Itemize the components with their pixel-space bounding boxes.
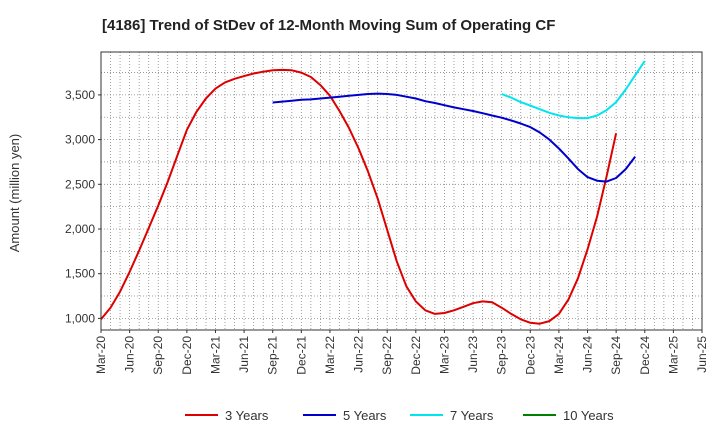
- x-tick-label: Dec-20: [180, 336, 194, 375]
- series-line-5-years: [272, 92, 636, 183]
- x-tick-label: Jun-23: [466, 336, 480, 373]
- x-tick-label: Sep-21: [266, 336, 280, 375]
- chart-title: [4186] Trend of StDev of 12-Month Moving…: [102, 17, 555, 34]
- x-tick-labels: Mar-20 Jun-20 Sep-20 Dec-20 Mar-21 Jun-21 Sep-…: [94, 330, 709, 375]
- x-tick-label: Jun-20: [123, 336, 137, 373]
- y-tick-label: 3,000: [65, 133, 95, 147]
- legend-label: 10 Years: [563, 408, 614, 423]
- grid: [100, 52, 703, 330]
- x-tick-label: Jun-22: [352, 336, 366, 373]
- y-tick-labels: 1,000 1,500 2,000 2,500 3,000 3,500: [65, 88, 101, 325]
- legend: 3 Years 5 Years 7 Years 10 Years: [185, 408, 614, 423]
- legend-label: 3 Years: [225, 408, 269, 423]
- y-tick-label: 2,500: [65, 177, 95, 191]
- series-line-7-years: [501, 60, 646, 120]
- x-tick-label: Dec-22: [409, 336, 423, 375]
- y-tick-label: 1,500: [65, 267, 95, 281]
- x-tick-label: Sep-24: [609, 336, 623, 375]
- x-tick-label: Sep-22: [380, 336, 394, 375]
- plot-frame: [100, 51, 703, 331]
- x-tick-label: Sep-23: [495, 336, 509, 375]
- x-tick-label: Dec-23: [523, 336, 537, 375]
- series-group: [100, 60, 646, 325]
- series-line-3-years: [100, 68, 618, 325]
- x-tick-label: Sep-20: [151, 336, 165, 375]
- y-axis-label: Amount (million yen): [7, 134, 22, 253]
- y-tick-label: 1,000: [65, 311, 95, 325]
- x-tick-label: Jun-25: [695, 336, 709, 373]
- legend-label: 5 Years: [343, 408, 387, 423]
- x-tick-label: Mar-20: [94, 336, 108, 374]
- x-tick-label: Mar-22: [323, 336, 337, 374]
- x-tick-label: Mar-23: [437, 336, 451, 374]
- y-tick-label: 2,000: [65, 222, 95, 236]
- x-tick-label: Dec-24: [638, 336, 652, 375]
- x-tick-label: Dec-21: [294, 336, 308, 375]
- x-tick-label: Mar-24: [552, 336, 566, 374]
- x-tick-label: Jun-24: [581, 336, 595, 373]
- x-tick-label: Mar-25: [666, 336, 680, 374]
- y-tick-label: 3,500: [65, 88, 95, 102]
- x-tick-label: Mar-21: [208, 336, 222, 374]
- x-tick-label: Jun-21: [237, 336, 251, 373]
- legend-label: 7 Years: [450, 408, 494, 423]
